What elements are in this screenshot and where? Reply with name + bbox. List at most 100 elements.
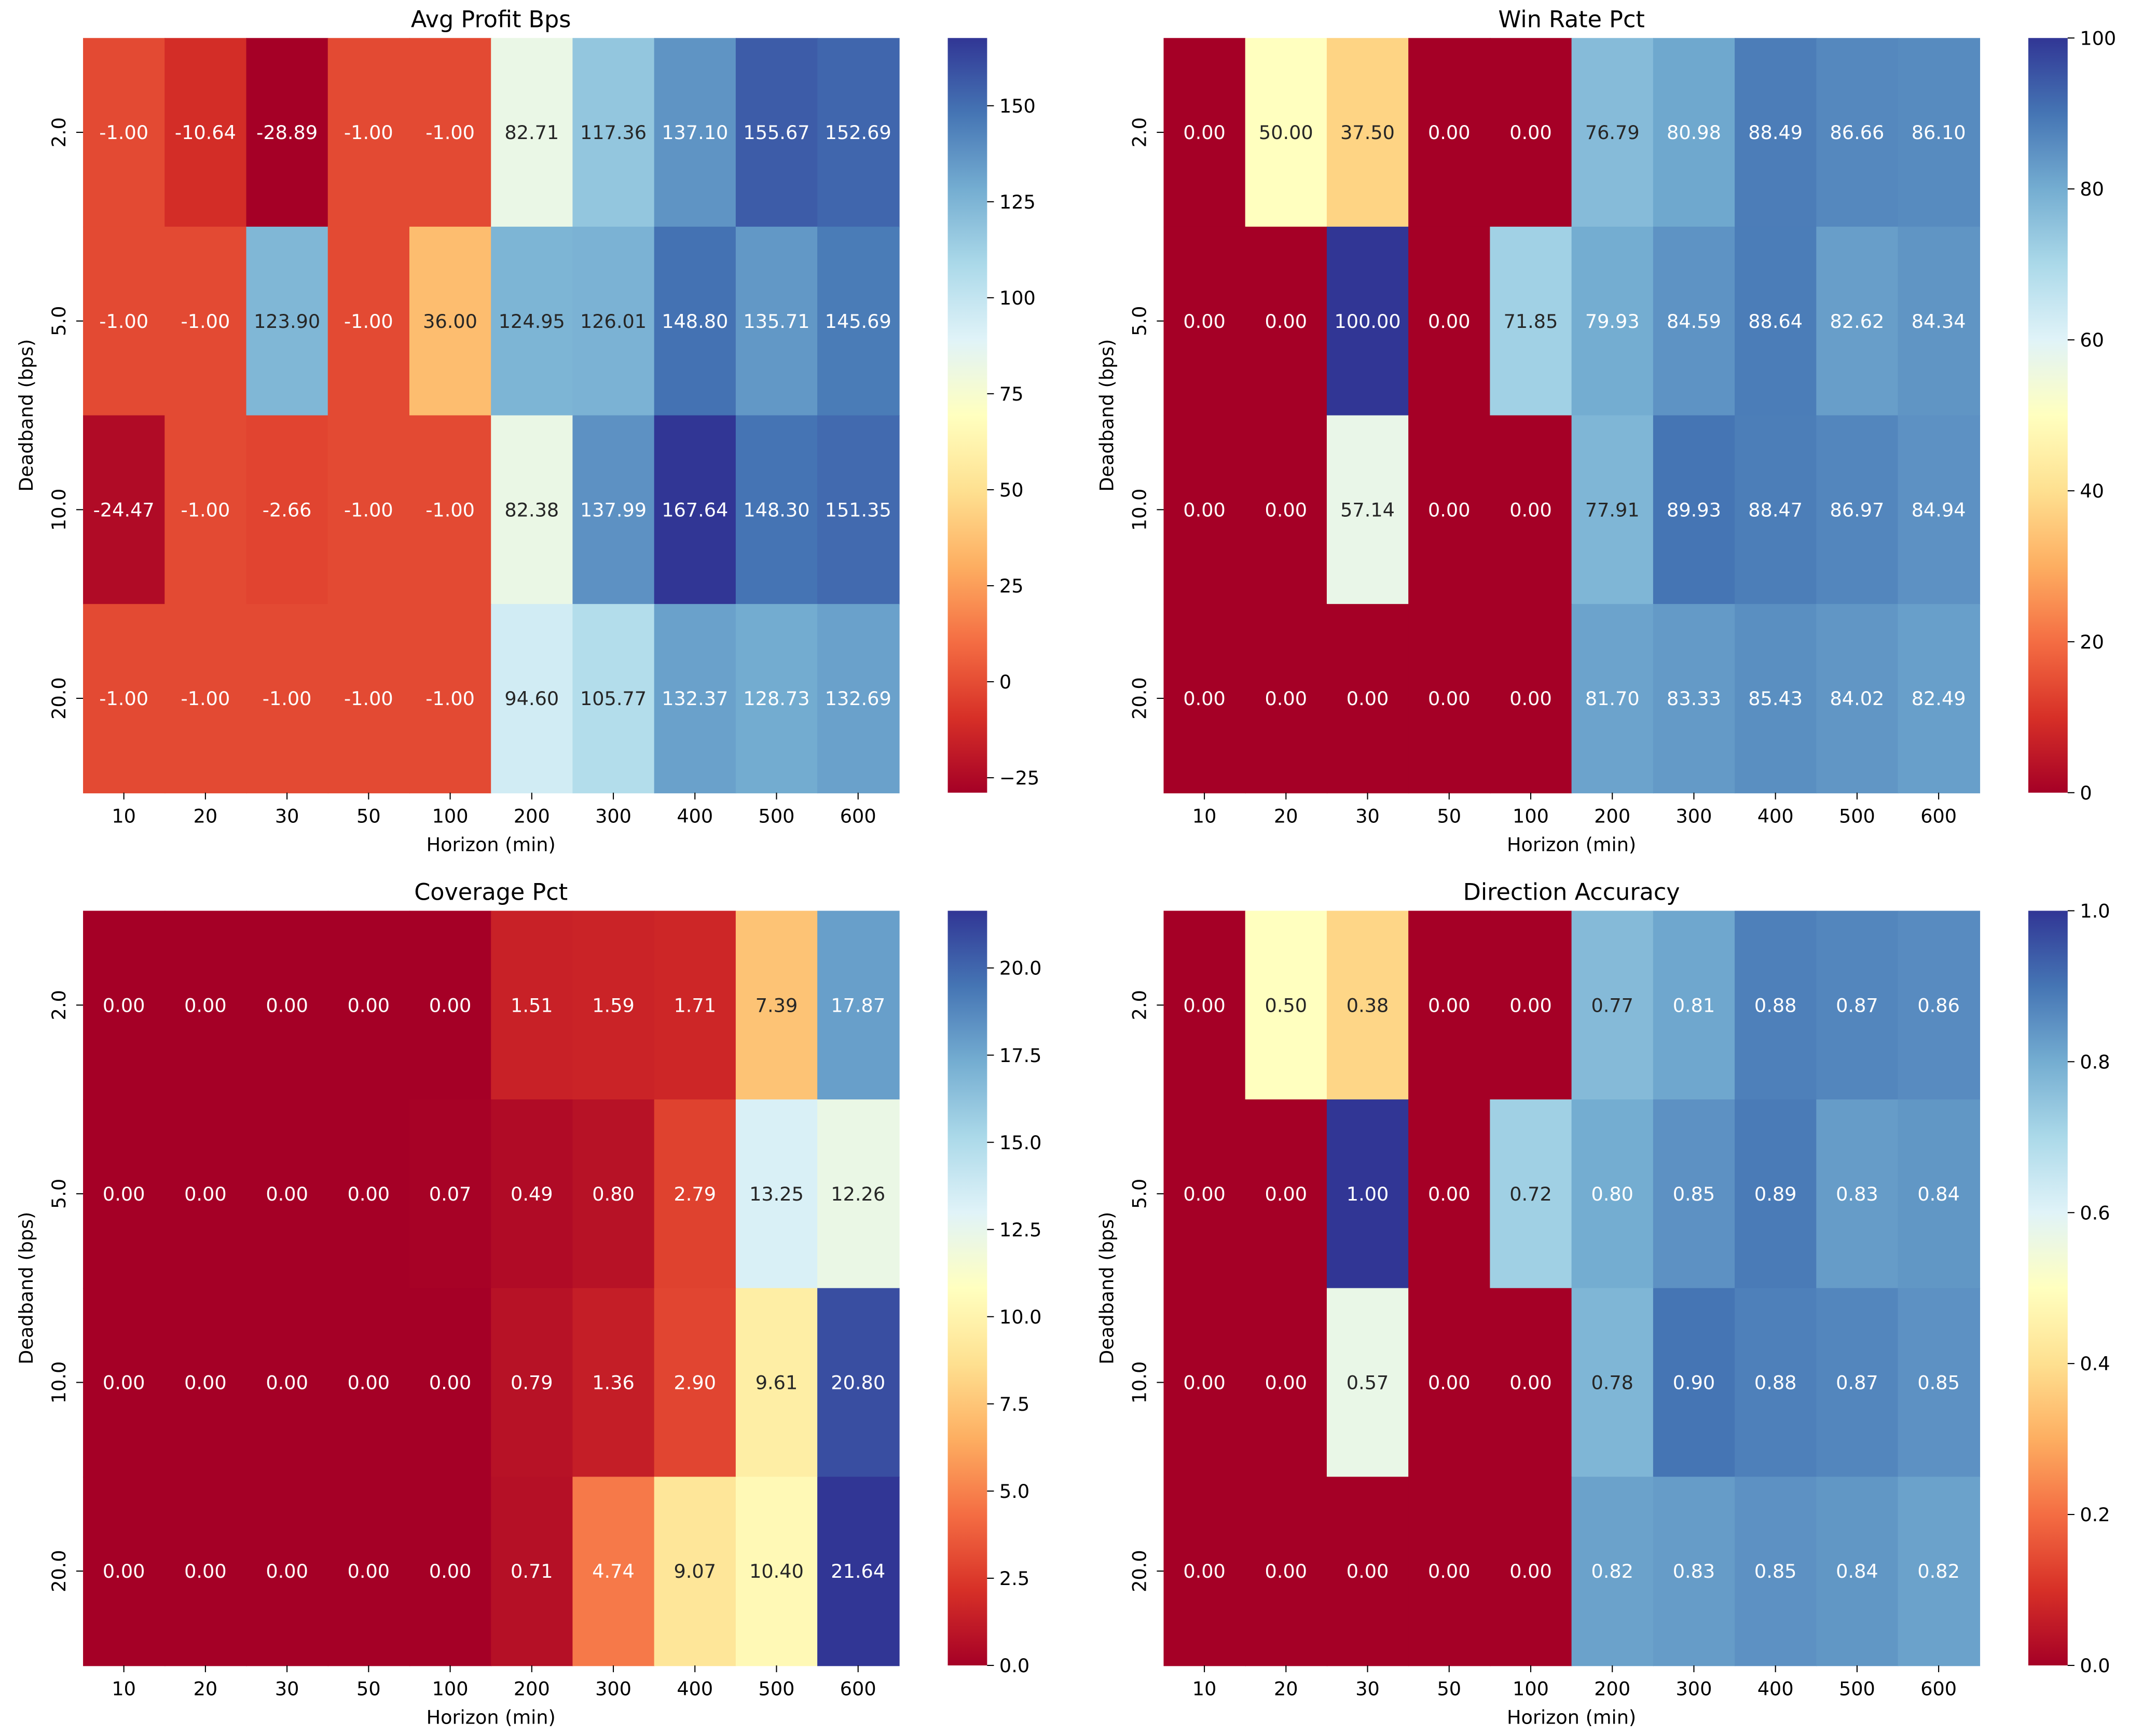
x-axis-label: Horizon (min) — [427, 833, 556, 856]
cell-annotation: 36.00 — [423, 310, 477, 333]
heatmap-cell — [83, 415, 166, 605]
cell-annotation: 0.00 — [348, 1560, 390, 1582]
heatmap-cell — [491, 38, 573, 228]
cell-annotation: 4.74 — [592, 1560, 635, 1582]
colorbar-tick-label: 0.8 — [2080, 1051, 2110, 1073]
heatmap-cell — [1326, 911, 1409, 1100]
heatmap-cell — [83, 1288, 166, 1478]
heatmap-cell — [1326, 604, 1409, 794]
heatmap-cell — [164, 1477, 247, 1666]
cell-annotation: -1.00 — [425, 499, 475, 521]
cell-annotation: 0.00 — [266, 1372, 308, 1394]
heatmap-cell — [1163, 911, 1246, 1100]
heatmap-cell — [1490, 415, 1572, 605]
cell-annotation: 0.89 — [1754, 1183, 1797, 1205]
heatmap-cell — [817, 1099, 900, 1289]
heatmap-cell — [1735, 38, 1817, 228]
cell-annotation: 1.36 — [592, 1372, 635, 1394]
cell-annotation: 82.71 — [504, 121, 559, 144]
x-tick-label: 20 — [194, 1678, 218, 1700]
heatmap-cell — [409, 38, 492, 228]
y-axis-label: Deadband (bps) — [15, 1212, 37, 1365]
x-tick-label: 500 — [1839, 805, 1875, 827]
heatmap-cell — [1653, 1477, 1736, 1666]
cell-annotation: 0.57 — [1347, 1372, 1389, 1394]
cell-annotation: 1.71 — [674, 994, 717, 1016]
cell-annotation: 12.26 — [831, 1183, 885, 1205]
heatmap-cell — [1408, 1288, 1491, 1478]
heatmap-cell — [327, 1288, 410, 1478]
heatmap-cell — [1163, 1099, 1246, 1289]
heatmap-cell — [1898, 226, 1981, 416]
colorbar-tick-label: 0 — [999, 671, 1011, 693]
heatmap-cell — [1245, 1288, 1328, 1478]
heatmap-cell — [654, 1099, 737, 1289]
heatmap-panel-4: Direction Accuracy 0.00 0.50 0.38 0.00 0.00 0.… — [1096, 879, 2110, 1728]
heatmap-cell — [735, 1099, 818, 1289]
x-axis-label: Horizon (min) — [1507, 1706, 1636, 1728]
cell-annotation: 0.00 — [1183, 1372, 1226, 1394]
x-tick-label: 400 — [1757, 1678, 1794, 1700]
cell-annotation: 0.72 — [1509, 1183, 1552, 1205]
heatmap-cell — [1490, 1477, 1572, 1666]
cell-annotation: 167.64 — [662, 499, 728, 521]
heatmap-cell — [1735, 415, 1817, 605]
heatmap-cell — [817, 415, 900, 605]
colorbar-tick-label: 0.2 — [2080, 1504, 2110, 1526]
cell-annotation: 0.00 — [1428, 1183, 1471, 1205]
x-tick-label: 400 — [677, 805, 713, 827]
cell-annotation: 0.77 — [1591, 994, 1633, 1016]
x-tick-label: 300 — [595, 805, 631, 827]
x-tick-label: 400 — [1757, 805, 1794, 827]
cell-annotation: 86.10 — [1912, 121, 1966, 144]
cell-annotation: 21.64 — [831, 1560, 885, 1582]
y-tick-label: 5.0 — [1128, 1179, 1150, 1209]
heatmap-cell — [409, 1099, 492, 1289]
colorbar-tick-label: 15.0 — [999, 1132, 1042, 1154]
cell-annotation: 88.64 — [1748, 310, 1803, 333]
cell-annotation: 0.38 — [1347, 994, 1389, 1016]
heatmap-cell — [1490, 911, 1572, 1100]
cell-annotation: 0.00 — [1183, 121, 1226, 144]
cell-annotation: 0.82 — [1591, 1560, 1633, 1582]
heatmap-cell — [1490, 226, 1572, 416]
x-tick-label: 50 — [356, 805, 381, 827]
cell-annotation: -1.00 — [344, 310, 393, 333]
cell-annotation: -1.00 — [99, 687, 148, 710]
heatmap-cell — [491, 1099, 573, 1289]
heatmap-cell — [246, 911, 329, 1100]
colorbar-tick-label: 0 — [2080, 782, 2092, 804]
heatmap-cell — [1245, 1477, 1328, 1666]
heatmap-cell — [1571, 1099, 1654, 1289]
cell-annotation: 0.00 — [1509, 121, 1552, 144]
heatmap-cell — [1245, 1099, 1328, 1289]
heatmap-cell — [1898, 911, 1981, 1100]
cell-annotation: 0.88 — [1754, 1372, 1797, 1394]
heatmap-cell — [246, 415, 329, 605]
cell-annotation: 0.49 — [511, 1183, 553, 1205]
colorbar — [2028, 38, 2068, 793]
heatmap-cell — [1408, 1477, 1491, 1666]
heatmap-cell — [1408, 1099, 1491, 1289]
heatmap-cell — [1490, 604, 1572, 794]
cell-annotation: 0.00 — [1428, 1372, 1471, 1394]
colorbar-tick-label: 5.0 — [999, 1480, 1029, 1503]
cell-annotation: 0.85 — [1673, 1183, 1715, 1205]
x-tick-label: 100 — [1513, 805, 1549, 827]
heatmap-cell — [246, 1099, 329, 1289]
heatmap-cell — [1245, 604, 1328, 794]
cell-annotation: -24.47 — [93, 499, 155, 521]
cell-annotation: 152.69 — [825, 121, 891, 144]
heatmap-cell — [327, 604, 410, 794]
heatmap-cell — [735, 38, 818, 228]
x-tick-label: 600 — [1920, 805, 1957, 827]
heatmap-cell — [164, 226, 247, 416]
heatmap-cell — [817, 1288, 900, 1478]
cell-annotation: 0.00 — [266, 994, 308, 1016]
cell-annotation: 82.38 — [504, 499, 559, 521]
y-axis-label: Deadband (bps) — [1096, 339, 1118, 491]
cell-annotation: 123.90 — [254, 310, 320, 333]
cell-annotation: 2.90 — [674, 1372, 717, 1394]
y-axis-label: Deadband (bps) — [15, 339, 37, 491]
heatmap-cell — [1653, 604, 1736, 794]
